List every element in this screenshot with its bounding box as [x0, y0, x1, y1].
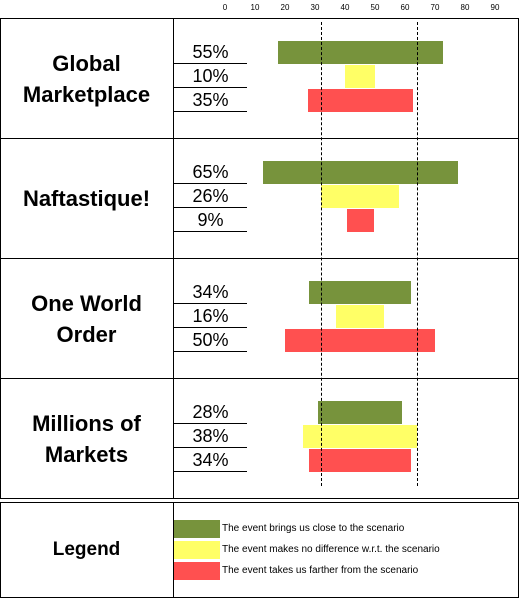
scenario-title: Millions of Markets [0, 378, 173, 499]
percentage-label: 16% [174, 304, 247, 328]
scenario-title-line: Marketplace [22, 81, 151, 107]
scenario-title-text: Millions of Markets [32, 408, 141, 470]
bar-farther [346, 209, 374, 232]
scenario-panel [0, 378, 519, 499]
axis-tick-label: 70 [430, 3, 440, 12]
percentage-label: 10% [174, 64, 247, 88]
bar-farther [309, 449, 411, 472]
percentage-label: 34% [174, 280, 247, 304]
percentage-label: 55% [174, 40, 247, 64]
percentage-label: 9% [174, 208, 247, 232]
reference-line [417, 22, 418, 486]
bar-farther [285, 329, 435, 352]
axis-tick-label: 30 [310, 3, 320, 12]
legend-title: Legend [52, 539, 121, 560]
percentage-label: 34% [174, 448, 247, 472]
scenario-title-line: Naftastique! [22, 186, 151, 211]
scenario-title-line: Order [56, 321, 117, 347]
percentage-label: 38% [174, 424, 247, 448]
axis-tick-label: 10 [250, 3, 260, 12]
bar-no_difference [303, 425, 417, 448]
legend-swatch-no_difference [174, 541, 220, 559]
scenario-title-line: One World [31, 290, 142, 316]
bar-no_difference [336, 305, 384, 328]
axis-tick-label: 90 [490, 3, 500, 12]
panel-divider [173, 258, 174, 379]
legend-label: The event makes no difference w.r.t. the… [222, 544, 440, 555]
bar-closer [277, 41, 443, 64]
scenario-title-text: One World Order [31, 288, 142, 350]
axis-tick-label: 40 [340, 3, 350, 12]
reference-line [321, 22, 322, 486]
percentage-label: 50% [174, 328, 247, 352]
bar-closer [318, 401, 402, 424]
panel-divider [173, 18, 174, 139]
percentage-label: 35% [174, 88, 247, 112]
scenario-title-line: Markets [44, 441, 129, 467]
bar-farther [307, 89, 413, 112]
legend-panel [0, 502, 519, 598]
scenario-title: One World Order [0, 258, 173, 379]
bar-no_difference [321, 185, 399, 208]
scenario-title: Naftastique! [0, 138, 173, 259]
legend-label: The event brings us close to the scenari… [222, 523, 405, 534]
axis-tick-label: 60 [400, 3, 410, 12]
bar-closer [309, 281, 411, 304]
scenario-title-line: Global [52, 50, 121, 76]
legend-label: The event takes us farther from the scen… [222, 565, 419, 576]
bar-no_difference [345, 65, 375, 88]
percentage-label: 65% [174, 160, 247, 184]
axis-tick-label: 20 [280, 3, 290, 12]
percentage-label: 28% [174, 400, 247, 424]
legend-swatch-closer [174, 520, 220, 538]
bar-closer [262, 161, 458, 184]
panel-divider [173, 378, 174, 499]
scenario-title: Global Marketplace [0, 18, 173, 139]
scenario-title-text: Naftastique! [23, 183, 150, 214]
axis-tick-label: 80 [460, 3, 470, 12]
legend-swatch-farther [174, 562, 220, 580]
scenario-title-text: Global Marketplace [23, 48, 150, 110]
panel-divider [173, 502, 174, 598]
percentage-label: 26% [174, 184, 247, 208]
axis-tick-label: 50 [370, 3, 380, 12]
scenario-title-line: Millions of [32, 410, 141, 436]
panel-divider [173, 138, 174, 259]
axis-tick-label: 0 [222, 3, 228, 12]
